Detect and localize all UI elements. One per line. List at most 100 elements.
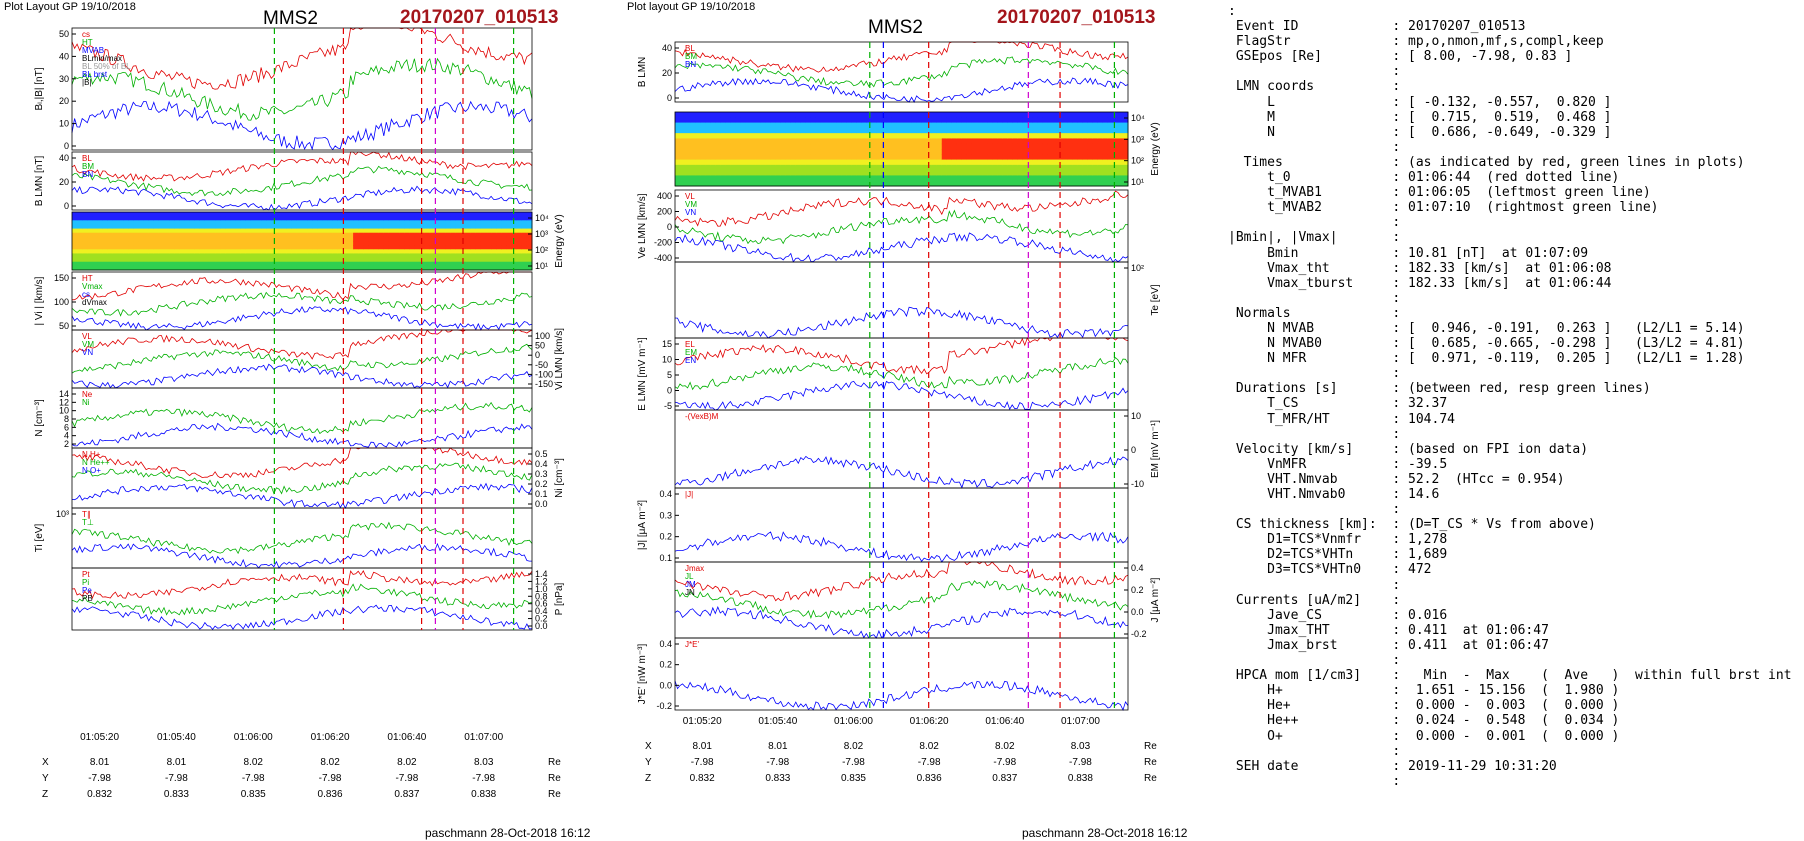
spectrogram-cell [112,265,119,271]
spectrogram-cell [971,154,978,161]
spectrogram-cell [348,265,354,271]
spectrogram-cell [896,127,902,134]
info-line: Durations [s] : (between red, resp green… [1228,381,1651,397]
spectrogram-cell [846,122,852,129]
spectrogram-cell [1112,180,1119,187]
spectrogram-cell [358,224,364,230]
spectrogram-cell [348,232,354,238]
spectrogram-cell [926,138,933,145]
spectrogram-cell [836,133,842,139]
spectrogram-cell [486,241,492,246]
spectrogram-cell [1087,133,1094,139]
series-line [71,521,533,555]
spectrogram-cell [790,127,797,134]
spectrogram-cell [1067,112,1074,118]
spectrogram-cell [1002,149,1008,155]
y-tick-label: 0.8 [535,591,548,601]
spectrogram-cell [465,249,472,254]
spectrogram-cell [951,164,958,171]
spectrogram-cell [148,216,155,221]
spectrogram-cell [348,216,354,221]
spectrogram-cell [876,143,882,150]
spectrogram-cell [118,212,124,217]
spectrogram-cell [1067,117,1074,124]
spectrogram-cell [856,164,862,171]
y-tick-label: 50 [59,29,69,39]
spectrogram-cell [373,228,380,234]
spectrogram-cell [133,265,139,271]
spectrogram-cell [394,220,400,225]
series-line [674,306,1129,339]
spectrogram-cell [77,232,83,238]
spectrogram-cell [800,175,807,182]
spectrogram-cell [1052,170,1059,176]
spectrogram-cell [997,138,1003,145]
spectrogram-cell [235,265,242,271]
spectrogram-cell [1042,180,1048,187]
spectrogram-cell [440,257,446,263]
spectrogram-cell [82,216,88,221]
spectrogram-cell [1017,164,1023,171]
spectrogram-cell [511,261,518,267]
spectrogram-cell [1117,112,1124,118]
spectrogram-cell [138,236,145,242]
spectrogram-cell [785,117,792,124]
spectrogram-cell [735,143,741,150]
spectrogram-cell [250,261,257,267]
spectrogram-cell [475,261,482,267]
spectrogram-cell [184,232,191,238]
spectrogram-cell [353,216,359,221]
spectrogram-cell [383,228,390,234]
spectrogram-cell [956,112,963,118]
spectrogram-cell [861,127,867,134]
spectrogram-cell [735,138,741,145]
spectrogram-cell [926,180,933,187]
series-line [71,306,533,331]
spectrogram-cell [1002,138,1008,145]
spectrogram-cell [128,257,134,263]
spectrogram-cell [450,216,456,221]
spectrogram-cell [424,220,431,225]
spectrogram-cell [881,164,887,171]
spectrogram-cell [926,164,933,171]
spectrogram-cell [526,265,533,271]
spectrogram-cell [931,154,938,161]
spectrogram-cell [225,232,231,238]
spectrogram-cell [286,220,293,225]
spectrogram-cell [143,257,150,263]
spectrogram-cell [866,127,872,134]
position-value: 8.02 [919,741,939,752]
spectrogram-cell [971,122,978,129]
spectrogram-cell [876,154,882,161]
spectrogram-cell [455,253,461,259]
spectrogram-cell [1027,133,1033,139]
spectrogram-cell [194,261,201,267]
spectrogram-cell [851,127,857,134]
spectrogram-cell [966,112,973,118]
spectrogram-cell [409,232,415,238]
spectrogram-cell [210,232,216,238]
spectrogram-cell [138,257,145,263]
spectrogram-cell [675,164,681,171]
series-line [71,542,532,569]
spectrogram-cell [1012,122,1018,129]
spectrogram-cell [256,212,262,217]
spectrogram-cell [685,133,691,139]
spectrogram-cell [194,245,201,250]
spectrogram-cell [322,232,329,238]
spectrogram-cell [936,117,943,124]
spectrogram-cell [210,253,216,259]
spectrogram-cell [836,159,842,166]
spectrogram-cell [1122,159,1129,166]
info-line: O+ : 0.000 - 0.001 ( 0.000 ) [1228,728,1620,744]
spectrogram-cell [871,164,877,171]
spectrogram-cell [261,224,267,230]
spectrogram-cell [710,133,716,139]
spectrogram-cell [302,253,308,259]
spectrogram-cell [836,112,842,118]
spectrogram-cell [434,216,441,221]
y-tick-label: 0.0 [535,499,548,509]
spectrogram-cell [399,228,405,234]
spectrogram-cell [97,241,104,246]
info-line: VHT.Nmvab0 : 14.6 [1228,487,1440,502]
